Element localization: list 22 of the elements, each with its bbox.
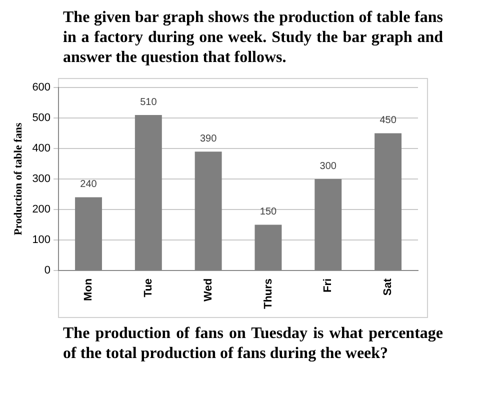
y-tick-label: 0 [44,264,51,276]
x-tick-label: Sat [382,278,394,296]
x-tick-label: Wed [202,278,214,302]
y-tick-label: 500 [32,112,51,124]
y-tick-label: 600 [32,82,51,94]
data-label: 240 [80,179,98,190]
data-label: 510 [140,96,158,108]
y-tick-label: 200 [32,204,51,216]
y-axis-title: Production of table fans [12,122,24,236]
chart-title: The given bar graph shows the production of table fans in a factory during one week. Study the bar graph and answer the question that follows. [63,8,443,68]
y-tick-label: 100 [32,234,51,246]
data-label: 150 [260,206,278,218]
text: The production of fans on Tuesday is what percentage of the total production of fans during the week? [63,324,443,364]
x-tick-label: Thurs [262,278,274,310]
data-label: 390 [200,133,218,144]
x-tick-label: Mon [82,278,95,302]
x-tick-label: Fri [322,278,334,293]
y-tick-label: 400 [32,142,51,155]
data-label: 300 [320,160,337,172]
x-tick-label: Tue [142,278,154,298]
data-label: 450 [380,115,397,126]
y-tick-label: 300 [32,173,51,186]
